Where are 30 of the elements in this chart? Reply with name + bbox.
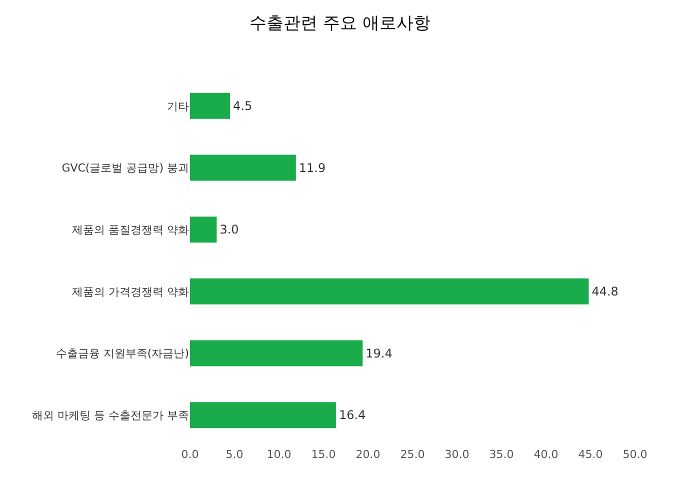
bar <box>190 92 230 119</box>
y-tick-label: 해외 마케팅 등 수출전문가 부족 <box>32 408 189 422</box>
bar <box>190 340 363 366</box>
bar <box>190 278 589 304</box>
x-tick-label: 5.0 <box>226 448 244 461</box>
x-tick-label: 15.0 <box>311 448 336 461</box>
bar <box>190 216 217 243</box>
y-tick-label: 기타 <box>167 100 189 113</box>
data-label: 19.4 <box>366 346 392 360</box>
data-label: 16.4 <box>338 408 366 422</box>
data-label: 44.8 <box>592 284 618 298</box>
x-tick-label: 10.0 <box>266 448 292 461</box>
x-tick-label: 50.0 <box>622 448 648 461</box>
bar <box>190 402 336 428</box>
bar <box>190 154 296 181</box>
chart-title: 수출관련 주요 애로사항 <box>250 14 430 34</box>
data-label: 11.9 <box>298 160 326 175</box>
y-tick-label: 제품의 품질경쟁력 약화 <box>72 223 189 236</box>
x-tick-label: 0.0 <box>181 448 199 461</box>
x-tick-label: 40.0 <box>534 448 558 461</box>
y-tick-label: GVC(글로벌 공급망) 붕괴 <box>62 162 189 175</box>
x-tick-label: 30.0 <box>444 448 470 461</box>
y-tick-label: 수출금융 지원부족(자금난) <box>56 347 189 360</box>
x-tick-label: 20.0 <box>356 448 380 461</box>
x-tick-label: 25.0 <box>400 448 425 461</box>
data-label: 4.5 <box>233 98 252 113</box>
x-tick-label: 35.0 <box>489 448 514 461</box>
data-label: 3.0 <box>220 222 239 237</box>
y-tick-label: 제품의 가격경쟁력 약화 <box>72 285 189 298</box>
x-tick-label: 45.0 <box>578 448 603 461</box>
